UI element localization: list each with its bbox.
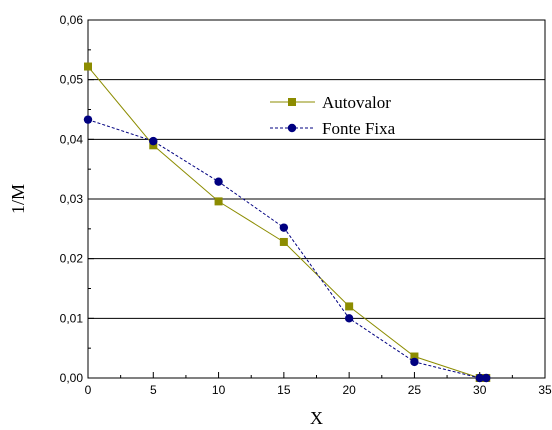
y-tick-label: 0,06: [60, 13, 84, 27]
x-tick-label: 30: [473, 383, 487, 397]
axis-ticks: [87, 19, 546, 379]
x-tick-label: 15: [277, 383, 291, 397]
data-point-fonte-fixa: [344, 314, 354, 323]
series-line-autovalor: [87, 66, 487, 379]
y-axis-title: 1/M: [8, 184, 28, 214]
x-tick-label: 25: [408, 383, 422, 397]
legend-label-autovalor: Autovalor: [322, 93, 391, 112]
data-point-autovalor: [84, 62, 92, 71]
y-tick-label: 0,02: [60, 252, 84, 266]
data-point-fonte-fixa: [149, 136, 158, 146]
series-line-fonte-fixa: [87, 119, 487, 379]
data-point-autovalor: [214, 197, 223, 206]
legend-marker-fonte-fixa: [287, 123, 297, 133]
data-point-fonte-fixa: [214, 177, 223, 186]
legend: Autovalor Fonte Fixa: [270, 93, 396, 138]
legend-marker-autovalor: [288, 98, 296, 106]
data-series: [83, 62, 491, 383]
data-point-fonte-fixa: [475, 373, 484, 383]
y-tick-label: 0,05: [60, 73, 84, 87]
x-tick-label: 5: [150, 383, 157, 397]
y-tick-label: 0,03: [60, 192, 84, 206]
x-axis-title: X: [310, 408, 323, 428]
data-point-autovalor: [410, 352, 419, 361]
tick-labels: 0,00 0,01 0,02 0,03 0,04 0,05 0,06 0 5 10 15 20 25 30…: [60, 13, 552, 397]
grid-lines: [88, 79, 545, 319]
y-tick-label: 0,04: [60, 132, 84, 146]
x-tick-label: 35: [538, 383, 552, 397]
x-tick-label: 0: [85, 383, 92, 397]
data-point-fonte-fixa: [482, 373, 491, 383]
data-point-fonte-fixa: [83, 115, 93, 124]
x-tick-label: 10: [212, 383, 226, 397]
legend-label-fonte-fixa: Fonte Fixa: [322, 119, 396, 138]
data-point-fonte-fixa: [279, 223, 289, 232]
data-point-fonte-fixa: [410, 357, 419, 367]
y-tick-label: 0,00: [60, 371, 84, 385]
data-point-autovalor: [345, 302, 354, 311]
data-point-autovalor: [279, 237, 288, 246]
x-tick-label: 20: [342, 383, 356, 397]
y-tick-label: 0,01: [60, 311, 84, 325]
